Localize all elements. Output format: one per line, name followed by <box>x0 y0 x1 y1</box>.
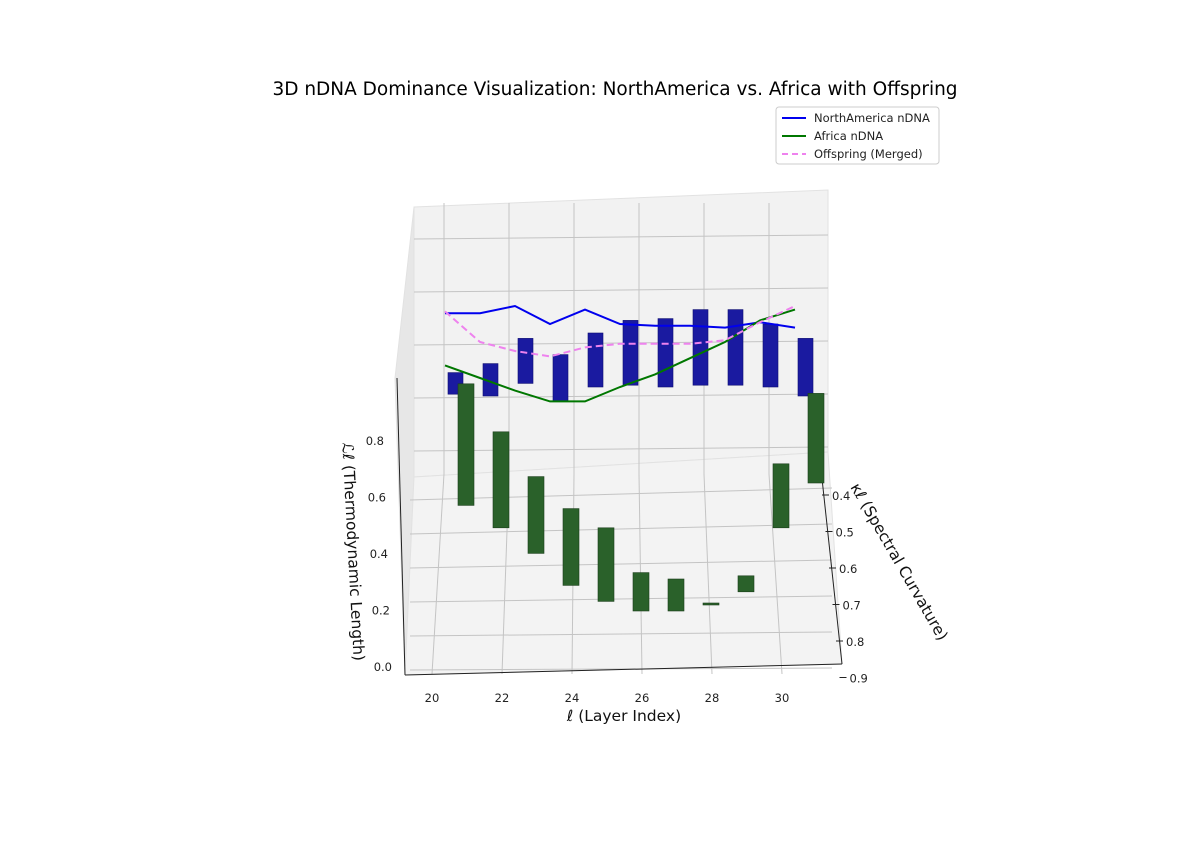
x-axis-label: ℓ (Layer Index) <box>566 707 681 725</box>
bar-northamerica <box>622 320 639 386</box>
chart-title: 3D nDNA Dominance Visualization: NorthAm… <box>272 79 957 100</box>
bar-africa <box>772 463 790 529</box>
bar-northamerica <box>727 309 744 386</box>
z-tick-label: 0.2 <box>372 604 390 618</box>
x-axis-line <box>404 663 843 676</box>
bar-africa <box>667 578 685 612</box>
bar-northamerica <box>552 354 569 402</box>
bar-africa <box>632 572 650 612</box>
bar-northamerica <box>657 318 674 388</box>
x-tick-label: 24 <box>565 691 580 705</box>
bar-africa <box>457 383 475 506</box>
bar-africa <box>492 431 510 529</box>
bar-africa <box>562 508 580 586</box>
series-line-offspring <box>444 305 796 358</box>
grid-floor-depth <box>409 487 833 501</box>
bar-northamerica <box>797 338 814 397</box>
bar-northamerica <box>517 338 534 384</box>
z-axis-line <box>396 377 406 676</box>
legend: NorthAmerica nDNA Africa nDNA Offspring … <box>775 106 940 165</box>
z-tick-label: 0.8 <box>366 434 384 448</box>
z-axis-label: ℒℓ (Thermodynamic Length) <box>338 442 367 661</box>
grid-floor-depth <box>409 667 833 671</box>
series-line-northamerica <box>445 304 796 329</box>
bar-northamerica <box>762 323 779 388</box>
bar-northamerica <box>587 332 604 388</box>
grid-floor-depth <box>409 631 833 637</box>
y-tick-label: 0.5 <box>836 526 854 540</box>
bar-africa <box>737 575 755 593</box>
z-tick-label: 0.0 <box>374 660 392 674</box>
grid-horizontal <box>413 446 829 452</box>
y-tick-label: 0.4 <box>832 489 850 503</box>
grid-horizontal <box>413 234 829 240</box>
grid-floor-depth <box>409 523 833 535</box>
y-tick-label: 0.8 <box>846 635 864 649</box>
grid-floor <box>431 473 445 675</box>
grid-floor-depth <box>409 595 833 603</box>
x-tick-label: 30 <box>775 691 790 705</box>
y-tick-label: 0.9 <box>850 672 868 686</box>
x-tick-label: 20 <box>425 691 440 705</box>
x-tick-label: 26 <box>635 691 650 705</box>
grid-horizontal <box>413 393 829 399</box>
x-tick-label: 22 <box>495 691 510 705</box>
y-tick-label: 0.6 <box>839 562 857 576</box>
z-tick-label: 0.6 <box>368 491 386 505</box>
bar-africa <box>807 393 825 484</box>
grid-floor <box>768 473 783 675</box>
legend-box <box>775 106 940 165</box>
series-line-africa <box>444 308 796 403</box>
y-axis-line <box>819 459 843 665</box>
grid-floor-depth <box>409 559 833 569</box>
grid-floor <box>703 473 713 675</box>
y-tick-label: 0.7 <box>843 599 861 613</box>
legend-label-africa: Africa nDNA <box>814 129 883 143</box>
tick-labels: 20 22 24 26 28 30 0.4 0.5 0.6 0.7 0.8 0.9 0.0 0.2 0.4 0… <box>366 434 868 705</box>
x-tick-label: 28 <box>705 691 720 705</box>
bar-africa <box>527 476 545 554</box>
legend-label-offspring: Offspring (Merged) <box>814 147 923 161</box>
bar-africa <box>597 527 615 602</box>
bars <box>447 309 825 612</box>
grid-horizontal <box>413 287 829 293</box>
z-tick-label: 0.4 <box>370 547 388 561</box>
bar-africa <box>702 602 720 606</box>
y-axis-label: κℓ (Spectral Curvature) <box>847 480 952 644</box>
series-lines <box>444 304 796 403</box>
legend-label-northamerica: NorthAmerica nDNA <box>814 111 930 125</box>
bar-northamerica <box>692 309 709 386</box>
